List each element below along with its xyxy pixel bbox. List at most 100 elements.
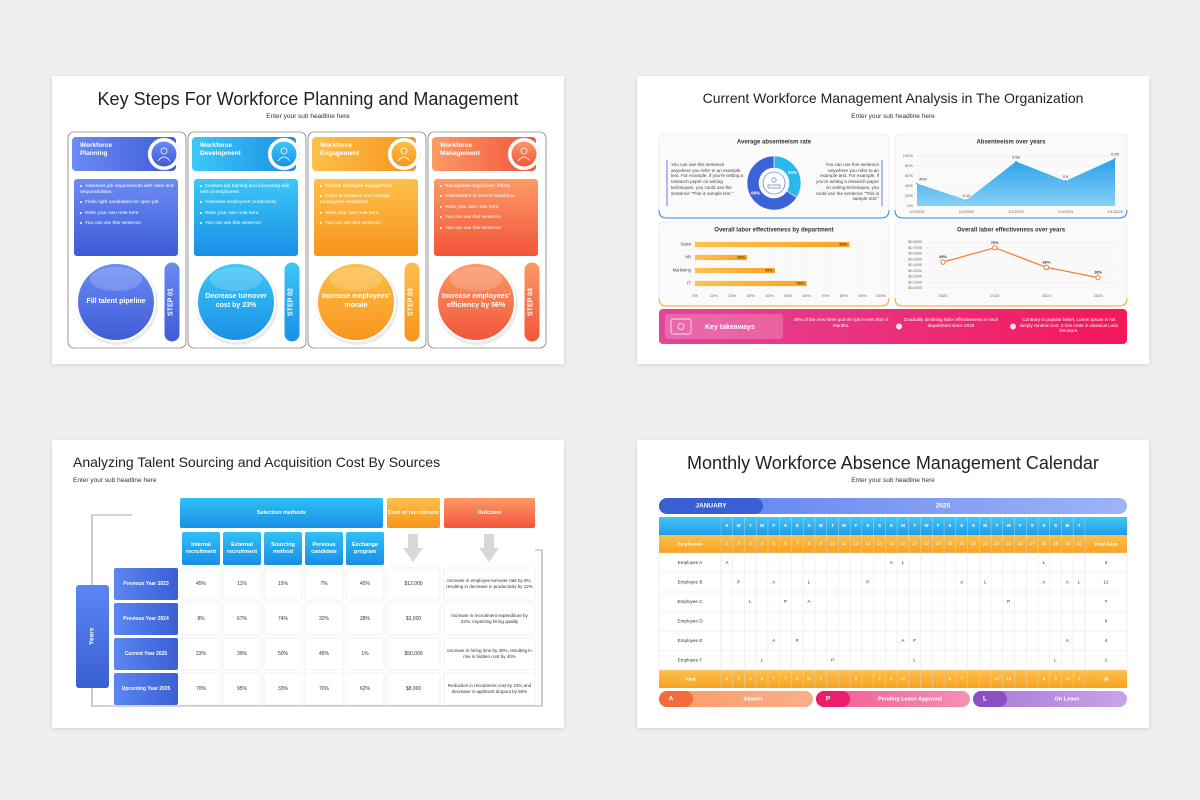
day-number: 18 <box>924 541 930 546</box>
line <box>942 247 1099 279</box>
weekday: T <box>831 523 834 528</box>
legend-key: L <box>983 696 987 703</box>
weekday: S <box>808 523 811 528</box>
day-number: 10 <box>830 541 836 546</box>
day-number: 23 <box>983 541 989 546</box>
slide-calendar: JANUARY 2025 S M T W F S S S M T W F S S S M T W F S S S M T W F S S S… <box>637 440 1149 728</box>
li: Involves job training and increasing ski… <box>200 184 294 196</box>
day-number: 24 <box>994 541 1000 546</box>
step-icon-glyph <box>157 156 171 162</box>
li: Assesses job requirements with roles and… <box>80 184 174 195</box>
weekday: T <box>1078 523 1081 528</box>
weekday: S <box>890 523 893 528</box>
table-header-text: Internal recruitment <box>185 541 217 555</box>
step-bullets: Assesses job requirements with roles and… <box>80 184 174 232</box>
line-point <box>1095 274 1101 281</box>
y-tick-label: 0% <box>907 203 913 208</box>
daily-total: 1 <box>820 676 823 681</box>
li: You can use this sentence <box>440 226 534 232</box>
employee-name: Employee E <box>678 638 703 643</box>
table-cell <box>386 672 441 706</box>
line-point <box>940 259 946 265</box>
x-tick-label: 2022 <box>939 293 949 298</box>
panel <box>894 221 1128 307</box>
total-header: Total Days <box>1094 541 1118 547</box>
step-result-shine <box>90 267 142 291</box>
weekday: W <box>1007 523 1012 528</box>
x-tick-label: 1/1/2023 <box>1008 209 1024 214</box>
takeaways-key-box <box>665 314 783 339</box>
x-tick-label: 40% <box>765 293 773 298</box>
absence-mark: P <box>796 638 799 643</box>
table-cell <box>222 567 262 601</box>
y-tick-label: $0.2000 <box>908 275 922 279</box>
table-header <box>264 532 302 565</box>
employee-name: Employee F <box>678 657 703 662</box>
absence-mark: A <box>772 579 776 584</box>
y-tick-label: $0.8000 <box>908 240 922 244</box>
donut-segment <box>746 155 798 211</box>
x-tick-label: 90% <box>858 293 866 298</box>
weekday: S <box>1042 523 1045 528</box>
slide-workforce-steps: Key Steps For Workforce Planning and Man… <box>52 76 564 364</box>
down-arrow <box>403 548 423 562</box>
step-icon-glyph <box>280 147 288 155</box>
step-title: Workforce Development <box>200 142 241 158</box>
step-result-circle <box>316 262 396 342</box>
weekday: S <box>725 523 728 528</box>
area <box>917 158 1115 206</box>
li: Write your own note here <box>200 211 294 217</box>
table-header <box>346 532 384 565</box>
panel-title: Overall labor effectiveness by departmen… <box>714 228 833 234</box>
absence-mark: P <box>737 579 740 584</box>
day-number: 17 <box>912 541 918 546</box>
table-value: 39% <box>236 650 247 657</box>
daily-total: 1 <box>737 676 740 681</box>
step-icon-glyph <box>517 156 531 162</box>
day-number: 6 <box>784 541 787 546</box>
table-cell <box>222 637 262 671</box>
weekday: W <box>924 523 929 528</box>
daily-total: 5 <box>761 676 764 681</box>
table-value: 7% <box>320 580 328 587</box>
table-cell <box>263 637 303 671</box>
row-label-box <box>114 673 178 705</box>
slide-subtitle: Enter your sub headline here <box>851 113 935 120</box>
table-value: 11% <box>237 580 247 587</box>
day-number: 5 <box>773 541 776 546</box>
takeaways-icon <box>677 323 685 330</box>
category-label: IT <box>687 281 691 286</box>
table-value: 33% <box>277 685 288 692</box>
weekday: M <box>1065 523 1069 528</box>
step-result-circle <box>76 262 156 342</box>
data-label: 70% <box>991 240 999 245</box>
bar <box>695 280 807 287</box>
absence-mark: L <box>808 579 811 584</box>
table-cell <box>443 602 536 636</box>
step-bullets: Recognizes employees' efforts Assessment … <box>440 184 534 236</box>
table-header <box>444 498 535 528</box>
data-label: 18% <box>1094 270 1102 275</box>
data-label: 60% <box>797 281 805 286</box>
daily-total: 13 <box>1006 676 1012 681</box>
step-header <box>432 137 536 171</box>
employee-name: Employee D <box>677 618 703 623</box>
data-label: 0.5 <box>1063 174 1069 179</box>
table-cell <box>443 672 536 706</box>
y-tick-label: 60% <box>905 173 913 178</box>
day-number: 12 <box>854 541 860 546</box>
table-value: 74% <box>277 615 288 622</box>
down-arrow <box>484 534 494 548</box>
weekday: F <box>855 523 858 528</box>
weekday: M <box>983 523 987 528</box>
slide-graphics: Average absenteeism rate 34% 66% Absenteeis… <box>658 133 1128 344</box>
table-header-text: External recruitment <box>226 541 258 555</box>
data-label: 36% <box>1042 259 1050 264</box>
y-tick-label: 40% <box>905 183 913 188</box>
step-bullets: Involves job training and increasing ski… <box>200 184 294 232</box>
daily-total: 3 <box>890 676 893 681</box>
table-value: 32% <box>318 615 329 622</box>
absence-mark: P <box>831 657 834 662</box>
y-tick-label: 20% <box>905 193 913 198</box>
